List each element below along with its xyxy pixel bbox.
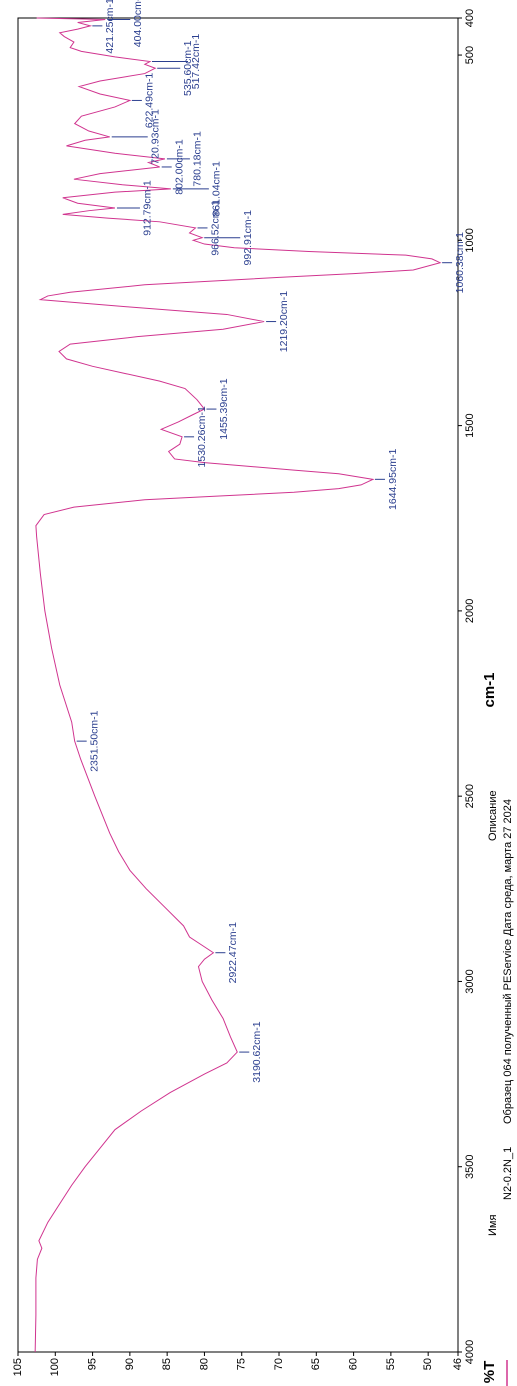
x-tick-label: 3000 xyxy=(464,969,476,993)
legend-name: N2-0.2N_1 xyxy=(502,1147,514,1200)
peak-label: 1060.38cm-1 xyxy=(454,232,466,293)
peak-label: 3190.62cm-1 xyxy=(251,1021,263,1082)
peak-label: 2351.50cm-1 xyxy=(88,710,100,771)
y-tick-label: 90 xyxy=(124,1358,136,1370)
y-tick-label: 70 xyxy=(273,1358,285,1370)
peak-label: 535.60cm-1 xyxy=(182,40,194,96)
peak-label: 912.79cm-1 xyxy=(142,180,154,236)
x-tick-label: 3500 xyxy=(464,1154,476,1178)
peak-label: 1455.39cm-1 xyxy=(218,378,230,439)
y-tick-label: 95 xyxy=(86,1358,98,1370)
x-tick-label: 2500 xyxy=(464,784,476,808)
plot-frame xyxy=(17,17,459,1353)
peak-label: 517.42cm-1 xyxy=(190,34,202,90)
x-axis-label: cm-1 xyxy=(481,672,498,707)
y-tick-label: 85 xyxy=(161,1358,173,1370)
y-tick-label: 50 xyxy=(422,1358,434,1370)
y-tick-label: 75 xyxy=(236,1358,248,1370)
y-tick-label: 60 xyxy=(347,1358,359,1370)
legend-header: Описание xyxy=(487,790,499,841)
legend-header: Имя xyxy=(487,1215,499,1236)
peak-label: 966.52cm-1 xyxy=(209,200,221,256)
y-tick-label: 65 xyxy=(310,1358,322,1370)
x-tick-label: 500 xyxy=(464,46,476,64)
x-tick-label: 1500 xyxy=(464,413,476,437)
y-tick-label: 105 xyxy=(12,1358,24,1376)
x-tick-label: 1000 xyxy=(464,228,476,252)
y-axis-label: %T xyxy=(481,1361,498,1384)
x-tick-label: 4000 xyxy=(464,1340,476,1364)
peak-label: 421.25cm-1 xyxy=(104,0,116,54)
peak-label: 1219.20cm-1 xyxy=(278,291,290,352)
y-tick-label: 100 xyxy=(49,1358,61,1376)
peak-label: 861.04cm-1 xyxy=(211,161,223,217)
peak-label: 802.00cm-1 xyxy=(173,139,185,195)
peak-label: 404.00cm-1 xyxy=(132,0,144,47)
peak-label: 2922.47cm-1 xyxy=(227,922,239,983)
peak-label: 720.93cm-1 xyxy=(150,109,162,165)
spectrum-line xyxy=(34,17,442,1353)
peak-label: 780.18cm-1 xyxy=(192,131,204,187)
peak-label: 622.49cm-1 xyxy=(144,73,156,129)
x-tick-label: 2000 xyxy=(464,599,476,623)
y-tick-label: 55 xyxy=(385,1358,397,1370)
peak-label: 1644.95cm-1 xyxy=(387,449,399,510)
y-tick-label: 46 xyxy=(452,1358,464,1370)
x-tick-label: 400 xyxy=(464,9,476,27)
peak-label: 1530.26cm-1 xyxy=(196,406,208,467)
peak-label: 992.91cm-1 xyxy=(242,210,254,266)
legend-description: Образец 064 полученный PEService Дата ср… xyxy=(502,799,514,1124)
y-tick-label: 80 xyxy=(198,1358,210,1370)
